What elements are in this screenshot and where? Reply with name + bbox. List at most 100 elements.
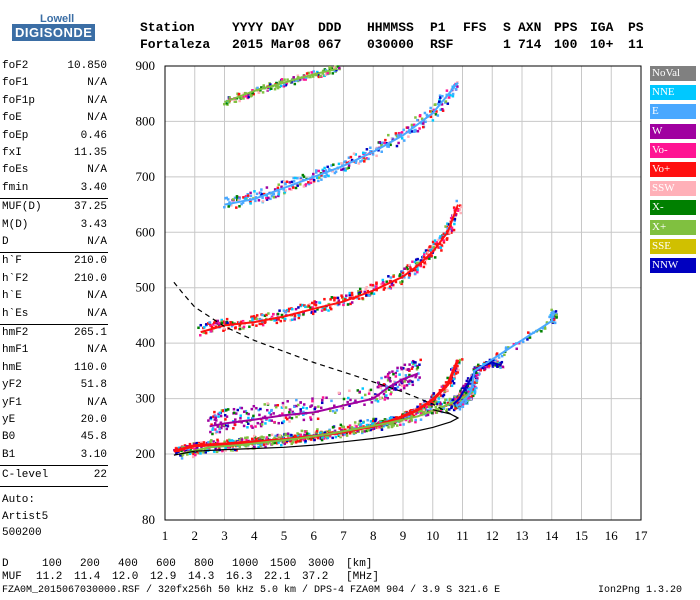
echo-mark xyxy=(390,391,393,394)
echo-mark xyxy=(456,401,460,405)
echo-mark xyxy=(427,403,431,407)
echo-mark xyxy=(464,399,468,403)
echo-mark xyxy=(496,364,499,368)
echo-mark xyxy=(450,400,453,403)
echo-mark xyxy=(225,424,228,427)
echo-mark xyxy=(365,429,368,433)
echo-mark xyxy=(277,435,281,439)
echo-mark xyxy=(277,421,280,425)
echo-mark xyxy=(302,78,306,81)
echo-mark xyxy=(357,297,361,300)
echo-mark xyxy=(330,296,334,299)
echo-mark xyxy=(384,375,387,379)
echo-mark xyxy=(249,320,252,323)
echo-mark xyxy=(260,322,263,326)
echo-mark xyxy=(326,434,330,438)
echo-mark xyxy=(419,358,422,362)
echo-mark xyxy=(316,176,319,180)
echo-mark xyxy=(357,423,361,426)
echo-mark xyxy=(233,196,237,200)
echo-mark xyxy=(270,408,273,412)
param-name: B1 xyxy=(2,448,16,461)
echo-mark xyxy=(551,310,554,313)
param-row: yF2 51.8 xyxy=(2,379,107,395)
param-row: h`Es N/A xyxy=(2,308,107,324)
echo-mark xyxy=(195,447,198,451)
echo-mark xyxy=(210,439,213,442)
echo-mark xyxy=(307,437,310,440)
echo-mark xyxy=(341,296,344,299)
echo-mark xyxy=(454,372,458,375)
echo-mark xyxy=(353,421,357,424)
echo-mark xyxy=(375,426,379,429)
echo-mark xyxy=(226,103,229,106)
echo-mark xyxy=(469,386,473,389)
plot-frame xyxy=(164,65,642,521)
param-row: foF1 N/A xyxy=(2,77,107,93)
echo-mark xyxy=(294,186,298,190)
echo-mark xyxy=(357,162,361,165)
echo-mark xyxy=(203,326,206,329)
echo-mark xyxy=(419,262,423,266)
echo-mark xyxy=(491,365,495,368)
echo-mark xyxy=(308,303,312,306)
echo-mark xyxy=(399,281,402,284)
echo-mark xyxy=(457,207,460,211)
echo-mark xyxy=(408,263,411,267)
echo-mark xyxy=(465,379,469,383)
echo-mark xyxy=(276,86,280,90)
echo-mark xyxy=(274,404,277,407)
y-tick-label: 200 xyxy=(136,446,156,461)
echo-mark xyxy=(329,409,332,413)
echo-mark xyxy=(548,315,551,319)
echo-mark xyxy=(445,237,449,240)
echo-mark xyxy=(291,307,294,311)
echo-mark xyxy=(405,384,409,387)
echo-mark xyxy=(281,401,285,405)
echo-mark xyxy=(246,436,249,439)
echo-mark xyxy=(299,183,302,186)
echo-mark xyxy=(179,454,182,457)
echo-mark xyxy=(450,377,454,380)
echo-mark xyxy=(302,418,306,422)
echo-mark xyxy=(408,419,412,423)
x-tick-label: 9 xyxy=(400,528,407,543)
echo-mark xyxy=(265,418,268,421)
echo-mark xyxy=(433,103,437,107)
echo-mark xyxy=(411,365,414,369)
y-tick-label: 300 xyxy=(136,391,156,406)
echo-mark xyxy=(446,227,449,230)
echo-mark xyxy=(293,318,296,321)
echo-mark xyxy=(312,172,315,176)
echo-mark xyxy=(379,396,382,399)
echo-mark xyxy=(311,397,314,400)
echo-mark xyxy=(376,381,380,384)
echo-mark xyxy=(337,302,341,306)
echo-mark xyxy=(348,431,352,435)
echo-mark xyxy=(317,75,321,79)
echo-mark xyxy=(367,392,371,395)
echo-mark xyxy=(251,317,254,320)
echo-mark xyxy=(435,110,438,113)
echo-mark xyxy=(232,439,235,443)
echo-mark xyxy=(358,390,361,394)
param-row: hmE 110.0 xyxy=(2,362,107,378)
echo-mark xyxy=(412,360,416,364)
echo-mark xyxy=(197,441,201,445)
echo-mark xyxy=(371,396,374,400)
echo-mark xyxy=(218,321,221,325)
echo-mark xyxy=(332,163,335,166)
echo-mark xyxy=(273,420,276,424)
echo-mark xyxy=(266,437,269,441)
echo-mark xyxy=(284,311,288,314)
echo-mark xyxy=(234,418,237,421)
separator xyxy=(0,486,108,488)
echo-mark xyxy=(398,383,402,386)
echo-mark xyxy=(263,314,267,317)
echo-mark xyxy=(462,384,465,388)
echo-mark xyxy=(432,108,436,112)
echo-mark xyxy=(454,396,458,399)
param-value: 210.0 xyxy=(73,272,107,285)
echo-mark xyxy=(246,194,250,197)
echo-mark xyxy=(497,356,501,359)
